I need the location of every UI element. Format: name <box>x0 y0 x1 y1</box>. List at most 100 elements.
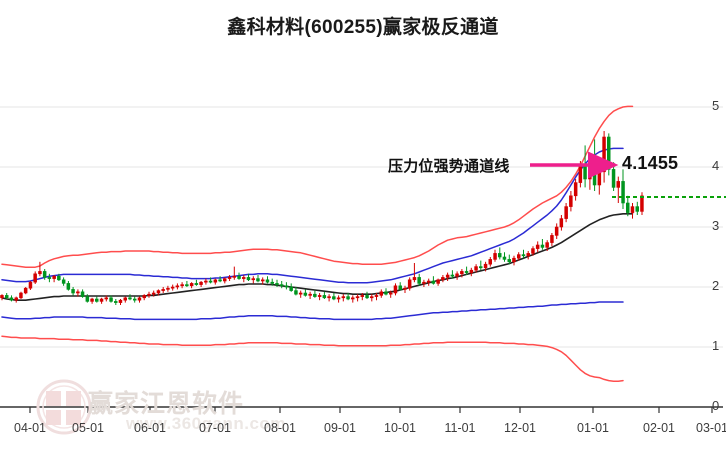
candlestick-series <box>0 131 644 305</box>
candle-body <box>521 254 526 257</box>
watermark-brand: 赢家江恩软件 <box>88 390 245 418</box>
band-upper_outer_band <box>1 105 634 268</box>
candle-body <box>336 297 341 300</box>
y-axis-tick-label: 2 <box>712 278 720 293</box>
candle-body <box>52 275 56 279</box>
candle-body <box>104 297 109 300</box>
candle-body <box>137 297 142 301</box>
candle-body <box>47 277 52 279</box>
candle-body <box>550 235 554 243</box>
candle-body <box>502 256 507 260</box>
candle-body <box>218 279 222 282</box>
candle-body <box>133 298 137 301</box>
x-axis-tick-label: 12-01 <box>504 421 536 435</box>
candle-body <box>279 284 284 287</box>
candle-body <box>5 295 9 299</box>
channel-bands <box>1 105 634 382</box>
candle-body <box>317 295 322 297</box>
candle-body <box>493 253 497 260</box>
candle-body <box>322 295 327 299</box>
candle-body <box>95 298 99 302</box>
candle-body <box>128 297 132 300</box>
candle-body <box>464 271 469 273</box>
candle-body <box>531 248 535 254</box>
candle-body <box>260 279 265 282</box>
candle-body <box>554 226 559 236</box>
candle-body <box>284 285 289 288</box>
candle-body <box>204 280 208 283</box>
candle-body <box>545 242 549 248</box>
candle-body <box>360 295 364 297</box>
candle-body <box>289 286 293 291</box>
candle-body <box>535 244 540 249</box>
candle-body <box>393 285 398 294</box>
x-axis-tick-label: 08-01 <box>264 421 296 435</box>
candle-body <box>384 291 388 295</box>
candle-body <box>303 292 308 296</box>
candle-body <box>559 218 564 228</box>
candle-body <box>170 286 175 289</box>
candle-body <box>308 293 312 296</box>
candle-body <box>630 206 635 213</box>
candle-body <box>298 292 303 295</box>
candle-body <box>270 281 274 284</box>
candle-body <box>223 278 227 282</box>
candle-body <box>85 296 90 302</box>
candle-body <box>9 297 14 301</box>
candle-body <box>227 277 232 279</box>
candle-body <box>635 206 639 212</box>
y-axis-tick-label: 0 <box>712 398 720 413</box>
x-axis-tick-label: 05-01 <box>72 421 104 435</box>
x-axis-tick-label: 07-01 <box>199 421 231 435</box>
candle-body <box>142 295 147 299</box>
candle-body <box>151 292 156 295</box>
candle-body <box>38 271 42 275</box>
candle-body <box>213 279 218 283</box>
candle-body <box>265 279 270 283</box>
candle-body <box>114 301 118 303</box>
candle-body <box>28 281 33 289</box>
candle-body <box>355 296 360 299</box>
candle-body <box>597 171 602 186</box>
watermark-url: www.360gann.com <box>126 414 286 433</box>
candle-body <box>185 284 189 287</box>
x-axis-tick-label: 06-01 <box>134 421 166 435</box>
candle-body <box>403 287 407 290</box>
candle-body <box>57 275 61 281</box>
candle-body <box>625 202 630 213</box>
x-axis-tick-label: 10-01 <box>384 421 416 435</box>
grid-lines <box>0 106 723 348</box>
candle-body <box>488 259 492 265</box>
y-axis-tick-label: 5 <box>712 98 720 113</box>
candle-body <box>431 280 436 284</box>
candle-body <box>350 297 355 300</box>
candle-body <box>469 269 474 273</box>
candle-body <box>540 244 545 248</box>
candle-body <box>369 296 374 299</box>
band-middle_line <box>1 213 634 302</box>
candle-body <box>232 275 237 278</box>
candle-body <box>251 278 256 281</box>
y-axis-tick-label: 3 <box>712 218 720 233</box>
candle-body <box>156 290 161 294</box>
candle-body <box>365 295 369 299</box>
candle-body <box>19 292 23 299</box>
candle-body <box>61 279 66 284</box>
candle-body <box>497 253 502 258</box>
candle-body <box>175 285 180 288</box>
candle-body <box>478 266 483 269</box>
candle-body <box>455 273 459 277</box>
candle-body <box>166 287 170 290</box>
candle-body <box>450 274 455 277</box>
candle-body <box>445 274 450 278</box>
brand-seal-logo <box>36 379 92 435</box>
candle-body <box>616 181 620 188</box>
candle-body <box>398 285 402 290</box>
candle-body <box>242 277 246 279</box>
candle-body <box>516 254 521 259</box>
candle-body <box>573 182 578 197</box>
candle-body <box>313 293 317 297</box>
candle-body <box>460 271 464 275</box>
